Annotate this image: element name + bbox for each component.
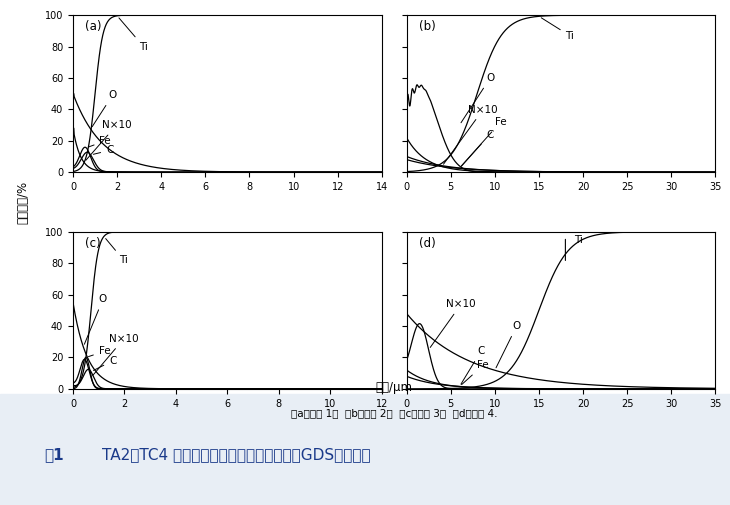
Text: Fe: Fe	[88, 346, 110, 357]
Bar	[0, 394, 730, 505]
Text: Ti: Ti	[575, 235, 583, 245]
Text: O: O	[496, 321, 520, 368]
Text: (c): (c)	[85, 236, 101, 249]
Text: N×10: N×10	[93, 334, 139, 375]
Text: (d): (d)	[419, 236, 436, 249]
Text: Fe: Fe	[461, 361, 489, 385]
Text: N×10: N×10	[430, 299, 476, 347]
Text: 深度/μm: 深度/μm	[376, 381, 412, 394]
Text: N×10: N×10	[86, 120, 131, 160]
Text: Ti: Ti	[541, 18, 575, 41]
Text: TA2、TC4 在不同压力加工表面状态氧化膜GDS分析结果: TA2、TC4 在不同压力加工表面状态氧化膜GDS分析结果	[102, 447, 371, 463]
Text: O: O	[92, 90, 117, 127]
Text: (a): (a)	[85, 20, 102, 33]
Text: O: O	[461, 73, 494, 123]
Text: C: C	[93, 145, 113, 156]
Text: C: C	[461, 346, 485, 384]
Text: Fe: Fe	[461, 117, 507, 166]
Text: Ti: Ti	[119, 18, 148, 52]
Text: C: C	[93, 356, 116, 371]
Text: C: C	[461, 130, 493, 166]
Text: Fe: Fe	[89, 136, 111, 147]
Text: N×10: N×10	[444, 105, 498, 164]
Text: Ti: Ti	[106, 238, 128, 265]
Text: 图1: 图1	[44, 447, 64, 463]
Text: (b): (b)	[419, 20, 436, 33]
Text: （a）试样 1；  （b）试样 2；  （c）试样 3；  （d）试样 4.: （a）试样 1； （b）试样 2； （c）试样 3； （d）试样 4.	[291, 409, 497, 419]
Text: 质量分数/%: 质量分数/%	[16, 180, 29, 224]
Text: O: O	[85, 294, 107, 344]
